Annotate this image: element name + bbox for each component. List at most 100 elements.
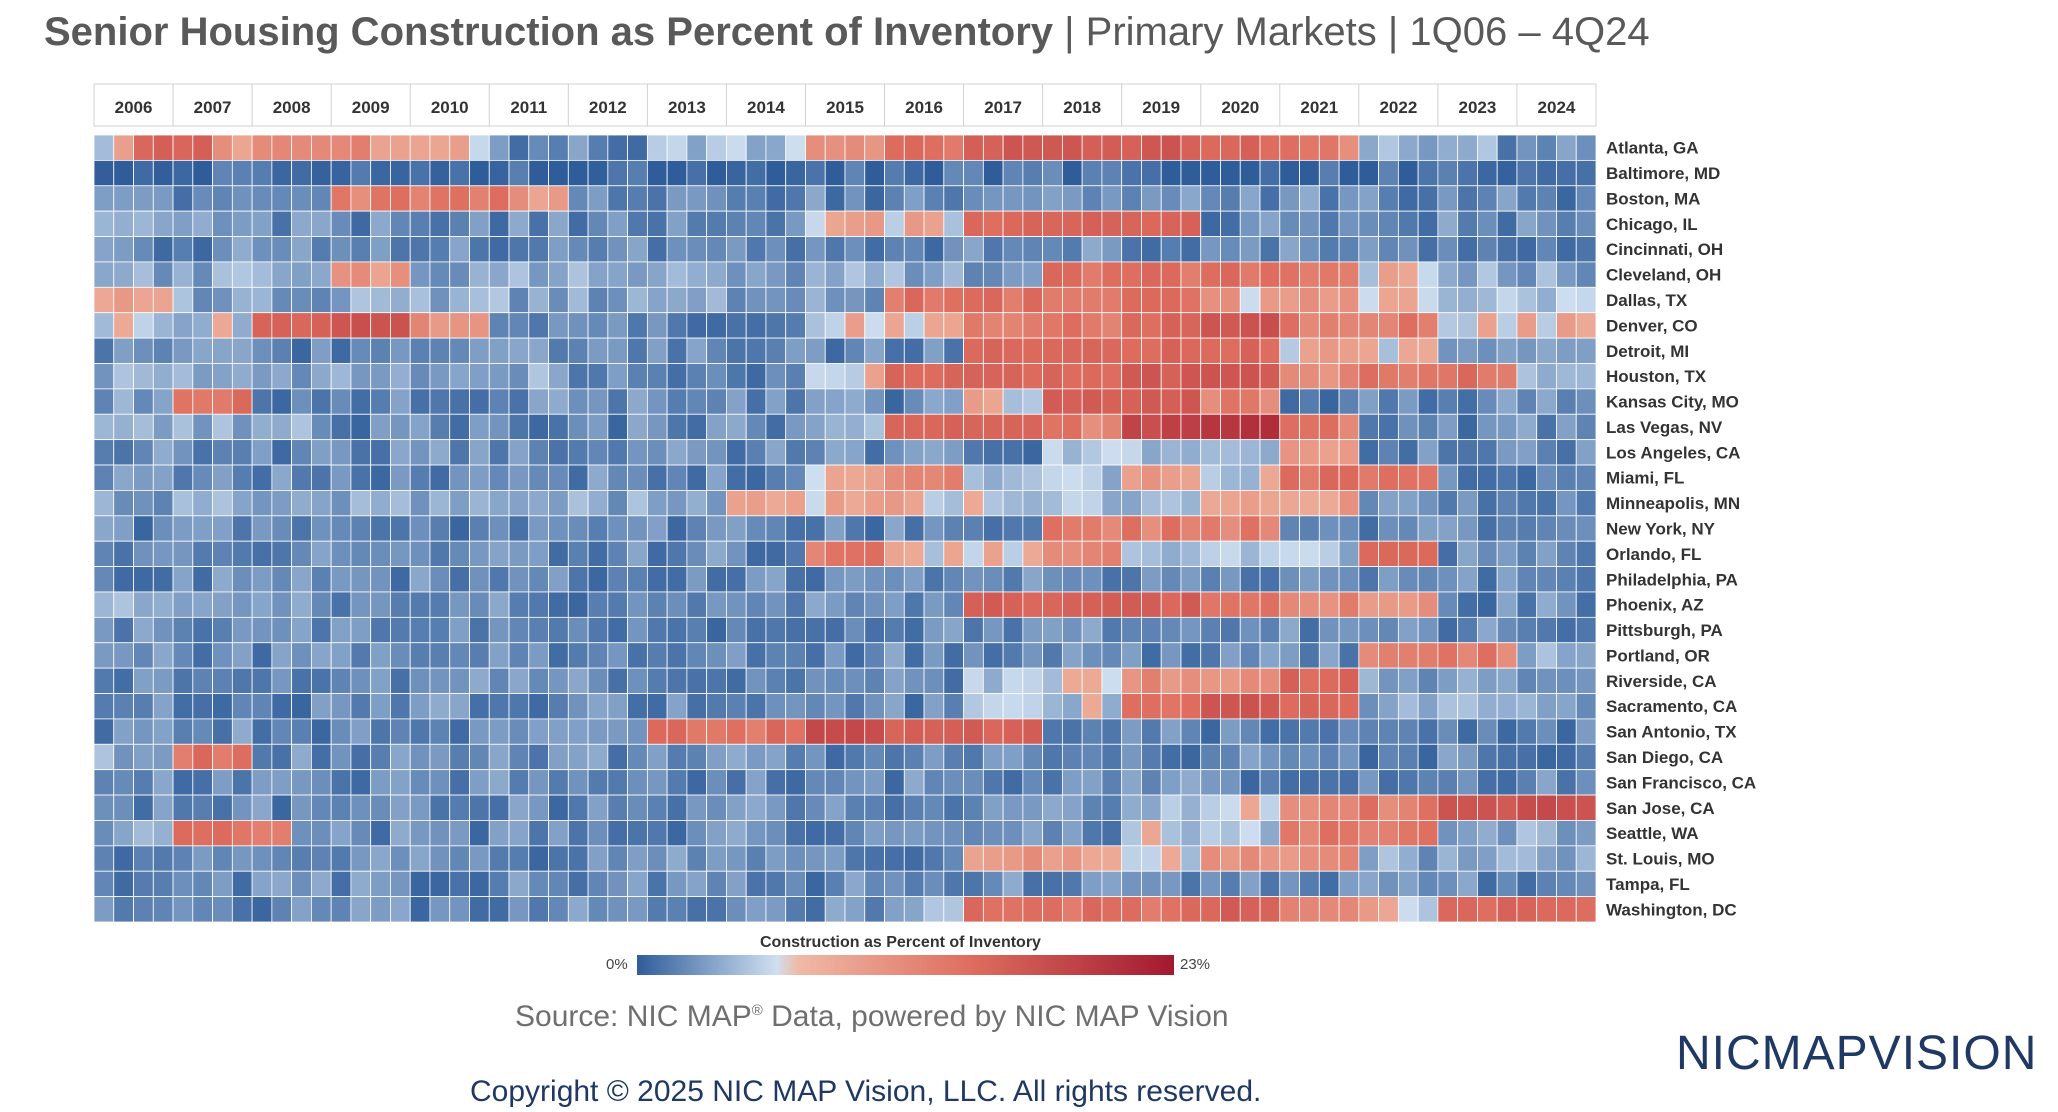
heatmap-cell: [1536, 540, 1557, 567]
heatmap-cell: [508, 464, 530, 491]
source-suffix: Data, powered by NIC MAP Vision: [762, 1000, 1229, 1033]
heatmap-cell: [1378, 413, 1399, 441]
heatmap-cell: [1022, 413, 1044, 441]
heatmap-cell: [587, 515, 609, 542]
heatmap-cell: [390, 642, 411, 669]
heatmap-cell: [231, 566, 253, 593]
heatmap-cell: [1121, 896, 1142, 923]
heatmap-cell: [567, 667, 589, 694]
heatmap-cell: [1516, 312, 1538, 339]
heatmap-cell: [982, 845, 1004, 872]
heatmap-cell: [765, 286, 787, 314]
heatmap-cell: [291, 743, 312, 771]
heatmap-cell: [310, 743, 332, 771]
heatmap-cell: [686, 439, 708, 466]
heatmap-cell: [251, 236, 273, 263]
heatmap-cell: [1477, 769, 1498, 796]
heatmap-cell: [923, 870, 945, 898]
heatmap-cell: [884, 896, 905, 923]
heatmap-cell: [172, 616, 194, 644]
heatmap-cell: [1121, 515, 1142, 542]
heatmap-cell: [488, 439, 510, 466]
heatmap-cell: [805, 591, 826, 618]
heatmap-cell: [607, 540, 629, 567]
heatmap-cell: [1299, 159, 1320, 187]
heatmap-cell: [93, 337, 115, 364]
heatmap-cell: [884, 667, 905, 694]
heatmap-cell: [429, 439, 451, 466]
heatmap-cell: [1239, 439, 1261, 466]
heatmap-cell: [192, 591, 213, 618]
heatmap-cell: [310, 413, 332, 441]
heatmap-cell: [528, 286, 549, 314]
heatmap-cell: [844, 490, 866, 517]
heatmap-cell: [923, 464, 945, 491]
heatmap-cell: [686, 388, 708, 415]
heatmap-cell: [1121, 820, 1142, 847]
heatmap-cell: [449, 718, 470, 745]
heatmap-cell: [251, 337, 273, 364]
heatmap-cell: [133, 870, 154, 898]
heatmap-cell: [212, 616, 233, 644]
heatmap-cell: [133, 388, 154, 415]
heatmap-cell: [1220, 616, 1241, 644]
heatmap-cell: [1536, 464, 1557, 491]
heatmap-cell: [1516, 743, 1538, 771]
heatmap-cell: [271, 591, 293, 618]
heatmap-cell: [1101, 769, 1123, 796]
heatmap-cell: [607, 413, 629, 441]
heatmap-cell: [1160, 312, 1182, 339]
heatmap-cell: [291, 337, 312, 364]
heatmap-cell: [1556, 159, 1577, 187]
heatmap-cell: [310, 566, 332, 593]
heatmap-cell: [1556, 896, 1577, 923]
heatmap-cell: [607, 439, 629, 466]
heatmap-cell: [409, 743, 431, 771]
heatmap-cell: [1477, 363, 1498, 390]
heatmap-cell: [785, 312, 806, 339]
heatmap-cell: [805, 693, 826, 720]
heatmap-cell: [528, 134, 549, 161]
heatmap-cell: [1575, 134, 1597, 161]
heatmap-cell: [1121, 312, 1142, 339]
heatmap-cell: [1358, 236, 1379, 263]
heatmap-cell: [1259, 134, 1281, 161]
heatmap-cell: [627, 464, 648, 491]
heatmap-cell: [1200, 693, 1221, 720]
heatmap-cell: [587, 896, 609, 923]
heatmap-cell: [1022, 261, 1044, 288]
heatmap-cell: [1477, 134, 1498, 161]
heatmap-cell: [528, 566, 549, 593]
heatmap-cell: [587, 159, 609, 187]
heatmap-cell: [864, 134, 885, 161]
heatmap-cell: [291, 159, 312, 187]
heatmap-cell: [330, 388, 352, 415]
heatmap-cell: [1378, 388, 1399, 415]
year-label: 2006: [115, 98, 153, 117]
heatmap-cell: [409, 261, 431, 288]
heatmap-cell: [192, 515, 213, 542]
heatmap-cell: [1141, 667, 1162, 694]
heatmap-cell: [982, 464, 1004, 491]
heatmap-cell: [133, 159, 154, 187]
heatmap-cell: [745, 413, 767, 441]
heatmap-cell: [844, 134, 866, 161]
heatmap-cell: [93, 413, 115, 441]
heatmap-cell: [1160, 490, 1182, 517]
heatmap-cell: [607, 210, 629, 237]
heatmap-cell: [251, 616, 273, 644]
heatmap-cell: [508, 515, 530, 542]
heatmap-cell: [1299, 616, 1320, 644]
heatmap-cell: [785, 261, 806, 288]
heatmap-cell: [528, 464, 549, 491]
heatmap-cell: [1358, 591, 1379, 618]
heatmap-cell: [1318, 845, 1340, 872]
heatmap-cell: [1378, 490, 1399, 517]
heatmap-cell: [1516, 820, 1538, 847]
heatmap-cell: [844, 667, 866, 694]
heatmap-cell: [1101, 794, 1123, 821]
heatmap-cell: [390, 464, 411, 491]
heatmap-cell: [1358, 870, 1379, 898]
heatmap-cell: [93, 794, 115, 821]
heatmap-cell: [1516, 413, 1538, 441]
